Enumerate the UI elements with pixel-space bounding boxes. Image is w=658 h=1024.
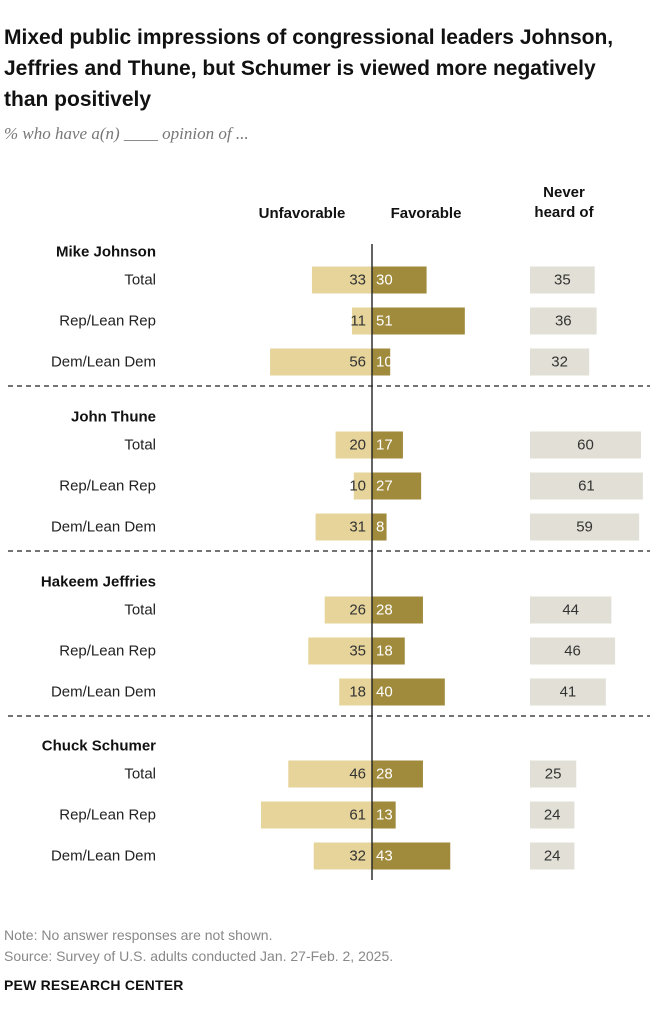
data-label-favorable: 13 xyxy=(376,807,393,824)
bar-unfavorable xyxy=(335,431,372,459)
bar-favorable xyxy=(372,678,445,706)
row-label: Rep/Lean Rep xyxy=(59,313,156,330)
data-label-favorable: 40 xyxy=(376,684,393,701)
data-label-favorable: 51 xyxy=(376,313,393,330)
bar-never-heard xyxy=(530,760,577,788)
data-label-never-heard: 24 xyxy=(544,848,561,865)
row-label: Total xyxy=(124,437,156,454)
data-label-unfavorable: 31 xyxy=(349,519,366,536)
bar-favorable xyxy=(372,348,391,376)
data-label-never-heard: 61 xyxy=(578,478,595,495)
bar-never-heard xyxy=(530,266,595,294)
data-label-never-heard: 44 xyxy=(562,602,579,619)
row-label: Rep/Lean Rep xyxy=(59,643,156,660)
chart-note: Note: No answer responses are not shown. xyxy=(4,927,273,943)
data-label-unfavorable: 10 xyxy=(349,478,366,495)
data-label-never-heard: 24 xyxy=(544,807,561,824)
row-label: Dem/Lean Dem xyxy=(51,848,156,865)
row-label: Rep/Lean Rep xyxy=(59,478,156,495)
group-label: Hakeem Jeffries xyxy=(41,574,156,591)
data-label-never-heard: 41 xyxy=(560,684,577,701)
data-label-favorable: 28 xyxy=(376,766,393,783)
bar-unfavorable xyxy=(270,348,372,376)
bar-never-heard xyxy=(530,513,640,541)
data-label-never-heard: 32 xyxy=(551,354,568,371)
bar-unfavorable xyxy=(351,307,372,335)
data-label-favorable: 17 xyxy=(376,437,393,454)
row-label: Dem/Lean Dem xyxy=(51,354,156,371)
data-label-never-heard: 46 xyxy=(564,643,581,660)
bar-unfavorable xyxy=(315,513,372,541)
bar-unfavorable xyxy=(311,266,372,294)
data-label-unfavorable: 56 xyxy=(349,354,366,371)
bar-unfavorable xyxy=(288,760,372,788)
bar-never-heard xyxy=(530,678,606,706)
bar-unfavorable xyxy=(313,842,372,870)
row-label: Total xyxy=(124,766,156,783)
column-header-never-heard: Never heard of xyxy=(524,183,604,223)
data-label-favorable: 18 xyxy=(376,643,393,660)
data-label-favorable: 10 xyxy=(376,354,393,371)
data-label-favorable: 43 xyxy=(376,848,393,865)
bar-never-heard xyxy=(530,637,616,665)
brand-label: PEW RESEARCH CENTER xyxy=(4,977,184,993)
bar-never-heard xyxy=(530,596,612,624)
row-label: Dem/Lean Dem xyxy=(51,684,156,701)
row-label: Total xyxy=(124,602,156,619)
bar-favorable xyxy=(372,760,423,788)
bar-favorable xyxy=(372,513,387,541)
data-label-unfavorable: 20 xyxy=(349,437,366,454)
data-label-favorable: 28 xyxy=(376,602,393,619)
data-label-unfavorable: 18 xyxy=(349,684,366,701)
column-header-favorable: Favorable xyxy=(390,205,462,222)
data-label-favorable: 27 xyxy=(376,478,393,495)
bar-favorable xyxy=(372,431,403,459)
bar-favorable xyxy=(372,596,423,624)
bar-favorable xyxy=(372,307,465,335)
data-label-never-heard: 59 xyxy=(576,519,593,536)
data-label-favorable: 8 xyxy=(376,519,384,536)
bar-favorable xyxy=(372,842,451,870)
data-label-unfavorable: 35 xyxy=(349,643,366,660)
bar-never-heard xyxy=(530,801,575,829)
group-label: Mike Johnson xyxy=(56,244,156,261)
column-header-never-line1: Never xyxy=(543,184,585,201)
data-label-unfavorable: 61 xyxy=(349,807,366,824)
data-label-never-heard: 25 xyxy=(545,766,562,783)
row-label: Total xyxy=(124,272,156,289)
group-label: Chuck Schumer xyxy=(42,738,156,755)
bar-favorable xyxy=(372,637,405,665)
bar-favorable xyxy=(372,801,396,829)
data-label-unfavorable: 33 xyxy=(349,272,366,289)
bar-unfavorable xyxy=(260,801,372,829)
chart-subtitle: % who have a(n) ____ opinion of ... xyxy=(4,124,249,143)
data-label-never-heard: 60 xyxy=(577,437,594,454)
data-label-unfavorable: 46 xyxy=(349,766,366,783)
chart-title: Mixed public impressions of congressiona… xyxy=(4,26,614,111)
column-header-never-line2: heard of xyxy=(534,204,594,221)
data-label-unfavorable: 11 xyxy=(350,313,366,330)
data-label-never-heard: 35 xyxy=(554,272,571,289)
data-label-never-heard: 36 xyxy=(555,313,572,330)
bar-never-heard xyxy=(530,348,590,376)
bar-never-heard xyxy=(530,472,643,500)
chart-source: Source: Survey of U.S. adults conducted … xyxy=(4,948,394,964)
row-label: Rep/Lean Rep xyxy=(59,807,156,824)
bar-never-heard xyxy=(530,307,597,335)
bar-unfavorable xyxy=(308,637,372,665)
data-label-favorable: 30 xyxy=(376,272,393,289)
data-label-unfavorable: 32 xyxy=(349,848,366,865)
bar-favorable xyxy=(372,472,422,500)
bar-never-heard xyxy=(530,431,641,459)
bar-unfavorable xyxy=(324,596,372,624)
bar-unfavorable xyxy=(339,678,372,706)
data-label-unfavorable: 26 xyxy=(349,602,366,619)
bar-never-heard xyxy=(530,842,575,870)
column-header-unfavorable: Unfavorable xyxy=(258,205,346,222)
bar-favorable xyxy=(372,266,427,294)
row-label: Dem/Lean Dem xyxy=(51,519,156,536)
bar-unfavorable xyxy=(353,472,372,500)
group-label: John Thune xyxy=(71,409,156,426)
